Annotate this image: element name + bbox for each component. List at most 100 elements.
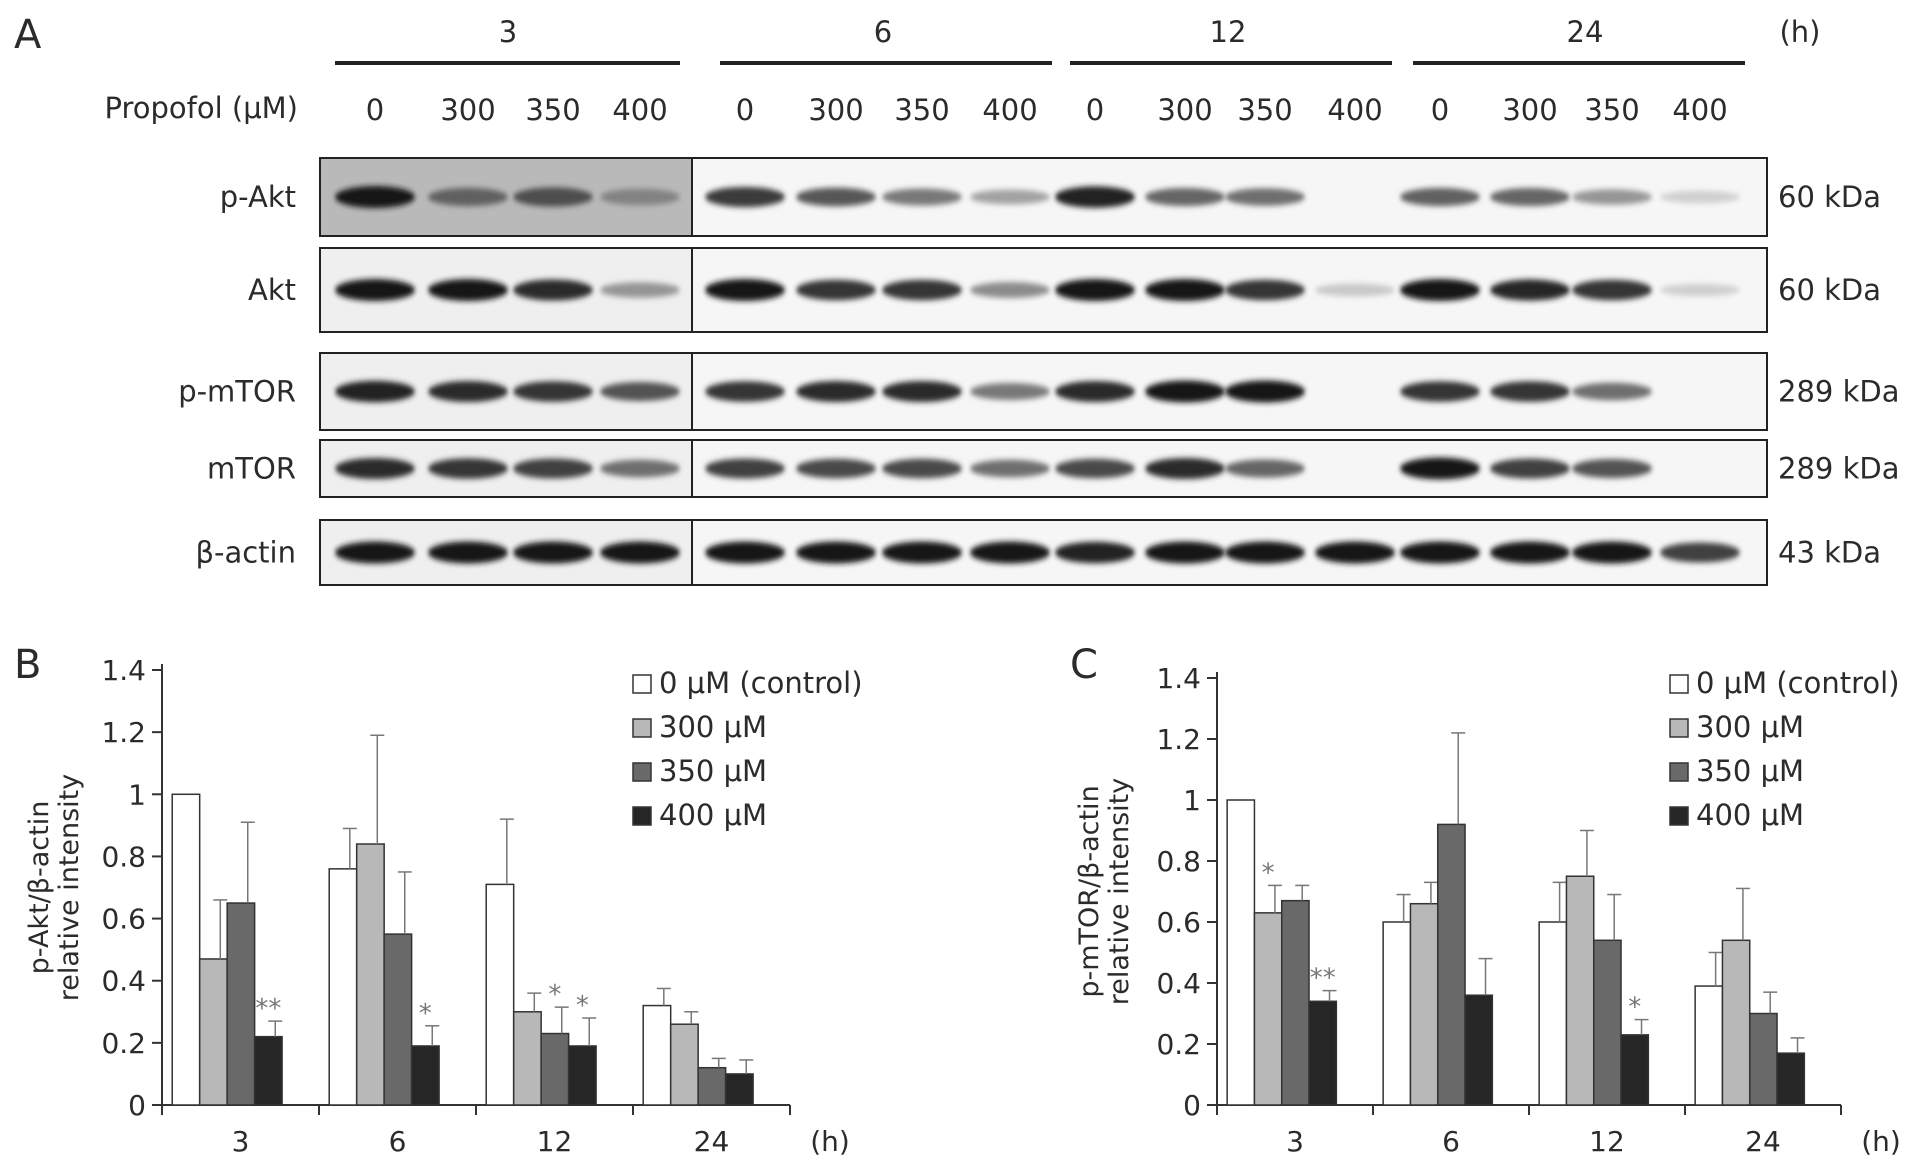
significance-marker: * bbox=[419, 999, 432, 1029]
x-tick-label: 6 bbox=[389, 1125, 407, 1158]
y-tick-label: 0.2 bbox=[101, 1027, 146, 1060]
blot-band bbox=[1572, 279, 1652, 301]
significance-marker: * bbox=[1262, 858, 1275, 888]
x-tick-label: 24 bbox=[694, 1125, 730, 1158]
blot-band bbox=[1055, 186, 1135, 208]
blot-band bbox=[600, 188, 680, 206]
bar bbox=[1776, 1052, 1806, 1106]
legend-label: 300 μM bbox=[659, 710, 767, 744]
legend-label: 0 μM (control) bbox=[1696, 666, 1900, 700]
y-axis-title-line: p-mTOR/β-actin bbox=[1074, 785, 1105, 997]
blot-band bbox=[1055, 541, 1135, 564]
bar bbox=[1721, 939, 1751, 1106]
x-tick-label: 24 bbox=[1745, 1125, 1781, 1158]
blot-band bbox=[1225, 541, 1305, 564]
blot-band bbox=[1400, 541, 1480, 564]
blot-band bbox=[1055, 279, 1135, 301]
x-tick-label: 3 bbox=[232, 1125, 250, 1158]
blot-band bbox=[705, 279, 785, 301]
blot-band bbox=[335, 541, 415, 564]
lane-concentration: 350 bbox=[1584, 93, 1639, 127]
significance-marker: * bbox=[1628, 993, 1641, 1023]
blot-band bbox=[1225, 188, 1305, 206]
y-tick-label: 1.2 bbox=[1156, 723, 1201, 756]
blot-band bbox=[428, 381, 508, 402]
y-tick-label: 0.8 bbox=[1156, 845, 1201, 878]
bar bbox=[355, 843, 385, 1106]
lane-concentration: 0 bbox=[736, 93, 754, 127]
molecular-weight-label: 43 kDa bbox=[1778, 536, 1881, 570]
x-tick-label: 3 bbox=[1286, 1125, 1304, 1158]
blot-band bbox=[513, 279, 593, 301]
blot-band bbox=[1660, 190, 1740, 204]
molecular-weight-label: 60 kDa bbox=[1778, 180, 1881, 214]
y-tick-label: 0.8 bbox=[101, 840, 146, 873]
bar bbox=[171, 793, 201, 1106]
bar bbox=[1565, 875, 1595, 1106]
blot-band bbox=[796, 187, 876, 207]
protein-label: p-mTOR bbox=[178, 375, 296, 409]
blot-band bbox=[1225, 279, 1305, 301]
bar bbox=[485, 883, 515, 1106]
blot-band bbox=[428, 187, 508, 207]
x-unit-label: (h) bbox=[1861, 1125, 1901, 1158]
bar bbox=[1436, 823, 1466, 1106]
bar bbox=[642, 1004, 672, 1106]
legend-label: 350 μM bbox=[1696, 754, 1804, 788]
blot-band bbox=[970, 383, 1050, 400]
lane-concentration: 350 bbox=[1237, 93, 1292, 127]
bar bbox=[540, 1032, 570, 1106]
y-tick-label: 0.6 bbox=[101, 903, 146, 936]
blot-band bbox=[705, 458, 785, 479]
blot-rows: p-Akt 60 kDa Akt 60 kDa p-mTOR 289 kDa mTOR 289… bbox=[178, 157, 1899, 586]
panel-a: A 3 6 12 24 (h) Propofol (μM) 0 300 350 400 0 300 35… bbox=[14, 12, 1899, 586]
blot-band bbox=[705, 186, 785, 208]
blot-band bbox=[1315, 541, 1395, 564]
blot-band bbox=[1145, 458, 1225, 479]
y-tick-label: 1 bbox=[1183, 784, 1201, 817]
concentration-label: Propofol (μM) bbox=[105, 91, 298, 125]
protein-label: Akt bbox=[248, 273, 296, 307]
blot-band bbox=[882, 188, 962, 206]
blot-band bbox=[1572, 459, 1652, 478]
y-tick-label: 0 bbox=[128, 1089, 146, 1122]
blot-band bbox=[1490, 279, 1570, 301]
x-unit-label: (h) bbox=[810, 1125, 850, 1158]
timepoint-label: 3 bbox=[499, 15, 517, 49]
blot-band bbox=[513, 381, 593, 402]
bar bbox=[1694, 985, 1724, 1106]
panel-label-a: A bbox=[14, 12, 42, 58]
panel-label-c: C bbox=[1070, 642, 1098, 688]
bar bbox=[567, 1045, 597, 1106]
blot-band bbox=[1145, 279, 1225, 301]
blot-band bbox=[882, 458, 962, 479]
x-tick-label: 6 bbox=[1442, 1125, 1460, 1158]
blot-row: β-actin 43 kDa bbox=[196, 519, 1881, 586]
legend-swatch bbox=[1669, 762, 1689, 782]
blot-band bbox=[1490, 458, 1570, 479]
lane-concentration: 300 bbox=[1157, 93, 1212, 127]
blot-band bbox=[1490, 541, 1570, 564]
legend-swatch bbox=[1669, 718, 1689, 738]
bar bbox=[697, 1066, 727, 1106]
legend-label: 400 μM bbox=[1696, 798, 1804, 832]
blot-band bbox=[600, 382, 680, 401]
blot-band bbox=[1400, 279, 1480, 301]
lane-concentration: 350 bbox=[894, 93, 949, 127]
legend-swatch bbox=[632, 718, 652, 738]
blot-band bbox=[882, 381, 962, 402]
lane-concentration: 350 bbox=[525, 93, 580, 127]
bar bbox=[226, 902, 256, 1106]
bar bbox=[669, 1023, 699, 1106]
x-tick-label: 12 bbox=[537, 1125, 573, 1158]
y-tick-label: 0.2 bbox=[1156, 1028, 1201, 1061]
panel-c: C 0 0.2 0.4 0.6 0.8 1 1.2 1.4 3 6 12 24 (h) p-mTOR/β-… bbox=[1070, 642, 1901, 1158]
significance-marker: ** bbox=[255, 994, 281, 1024]
blot-band bbox=[1572, 189, 1652, 205]
y-tick-label: 1.4 bbox=[1156, 662, 1201, 695]
bar bbox=[410, 1045, 440, 1106]
blot-band bbox=[1572, 541, 1652, 564]
bar bbox=[1592, 939, 1622, 1106]
blot-band bbox=[513, 541, 593, 564]
